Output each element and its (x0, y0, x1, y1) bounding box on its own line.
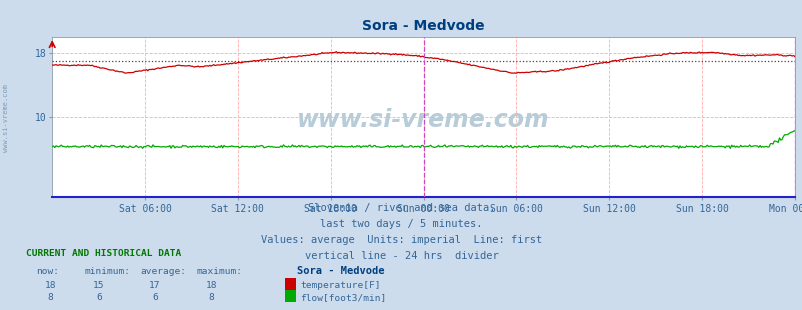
Text: Values: average  Units: imperial  Line: first: Values: average Units: imperial Line: fi… (261, 235, 541, 245)
Text: minimum:: minimum: (84, 267, 130, 276)
Text: maximum:: maximum: (196, 267, 242, 276)
Text: 6: 6 (95, 293, 102, 302)
Text: Slovenia / river and sea data.: Slovenia / river and sea data. (307, 203, 495, 213)
Text: 8: 8 (47, 293, 54, 302)
Text: 6: 6 (152, 293, 158, 302)
Text: Sora - Medvode: Sora - Medvode (297, 266, 384, 276)
Text: vertical line - 24 hrs  divider: vertical line - 24 hrs divider (304, 251, 498, 261)
Text: www.si-vreme.com: www.si-vreme.com (3, 84, 10, 152)
Text: now:: now: (36, 267, 59, 276)
Text: average:: average: (140, 267, 186, 276)
Text: CURRENT AND HISTORICAL DATA: CURRENT AND HISTORICAL DATA (26, 249, 181, 258)
Text: 17: 17 (149, 281, 160, 290)
Text: last two days / 5 minutes.: last two days / 5 minutes. (320, 219, 482, 229)
Title: Sora - Medvode: Sora - Medvode (362, 19, 484, 33)
Text: 15: 15 (93, 281, 104, 290)
Text: flow[foot3/min]: flow[foot3/min] (300, 293, 386, 302)
Text: temperature[F]: temperature[F] (300, 281, 380, 290)
Text: 8: 8 (208, 293, 214, 302)
Text: 18: 18 (205, 281, 217, 290)
Text: www.si-vreme.com: www.si-vreme.com (297, 108, 549, 132)
Text: 18: 18 (45, 281, 56, 290)
